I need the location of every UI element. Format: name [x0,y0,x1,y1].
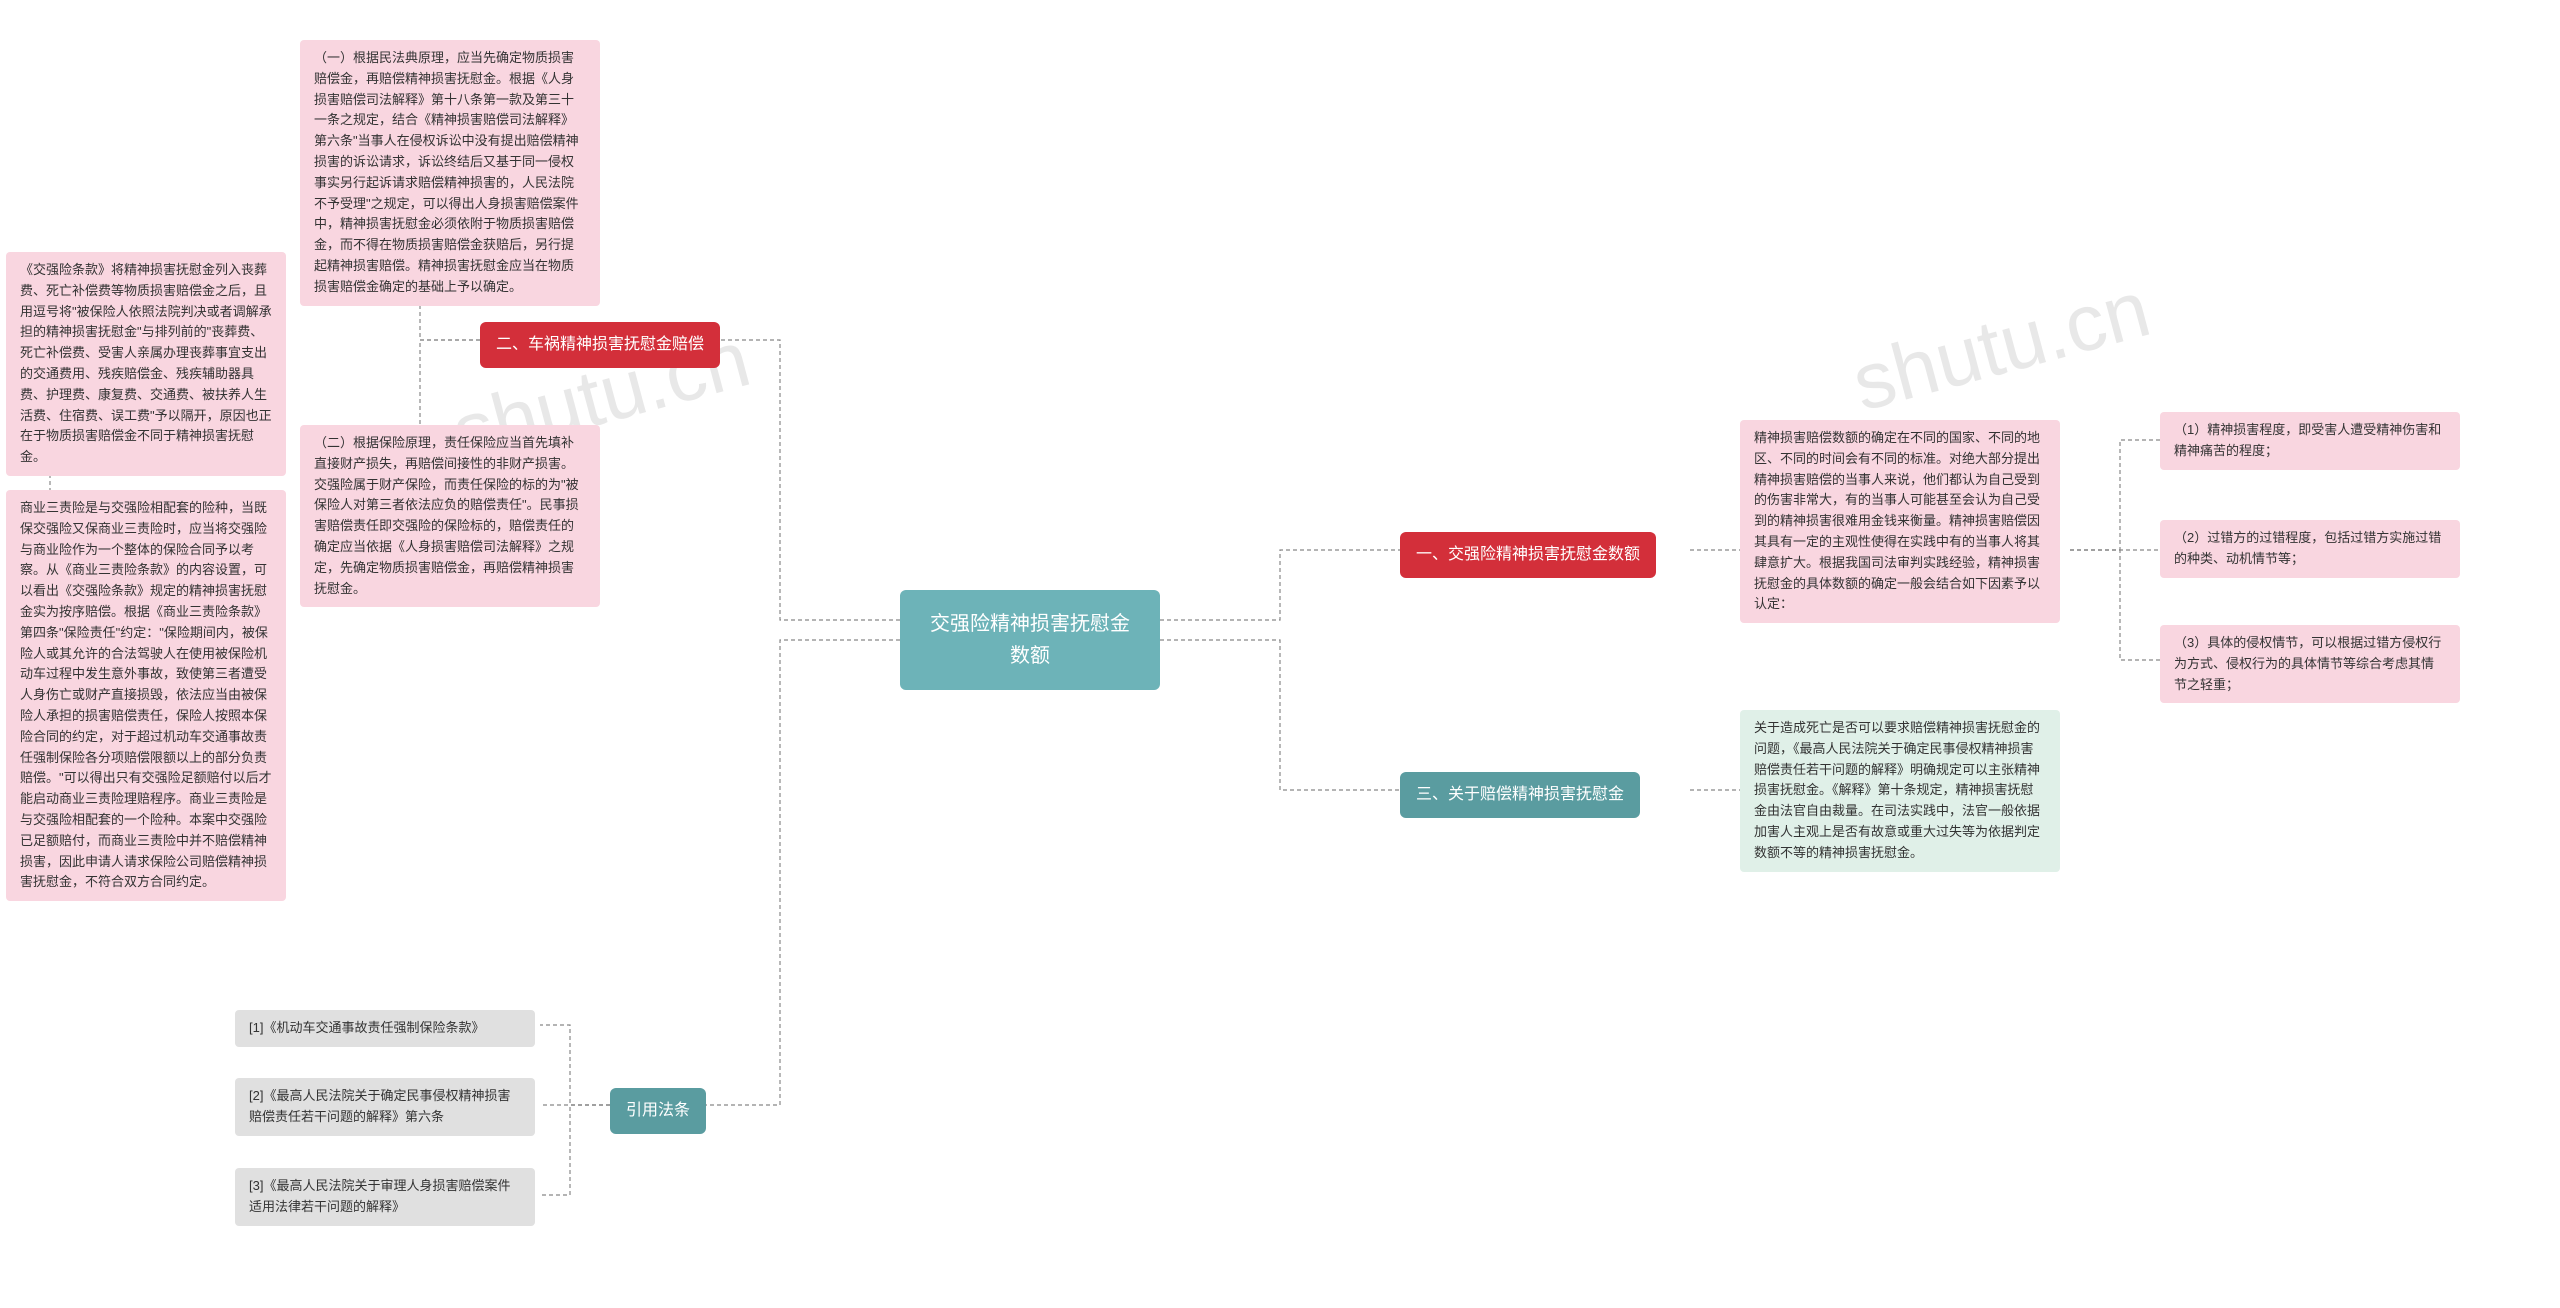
ref-1: [1]《机动车交通事故责任强制保险条款》 [235,1010,535,1047]
branch2-sub2: （二）根据保险原理，责任保险应当首先填补直接财产损失，再赔偿间接性的非财产损害。… [300,425,600,607]
branch2-sub4: 商业三责险是与交强险相配套的险种，当既保交强险又保商业三责险时，应当将交强险与商… [6,490,286,901]
center-topic: 交强险精神损害抚慰金数额 [900,590,1160,690]
branch-1: 一、交强险精神损害抚慰金数额 [1400,532,1656,578]
branch-2: 二、车祸精神损害抚慰金赔偿 [480,322,720,368]
branch1-sub2: （2）过错方的过错程度，包括过错方实施过错的种类、动机情节等； [2160,520,2460,578]
branch1-intro: 精神损害赔偿数额的确定在不同的国家、不同的地区、不同的时间会有不同的标准。对绝大… [1740,420,2060,623]
ref-3: [3]《最高人民法院关于审理人身损害赔偿案件适用法律若干问题的解释》 [235,1168,535,1226]
branch1-sub1: （1）精神损害程度，即受害人遭受精神伤害和精神痛苦的程度； [2160,412,2460,470]
branch2-sub1: （一）根据民法典原理，应当先确定物质损害赔偿金，再赔偿精神损害抚慰金。根据《人身… [300,40,600,306]
watermark: shutu.cn [1843,262,2159,429]
branch-3: 三、关于赔偿精神损害抚慰金 [1400,772,1640,818]
branch1-sub3: （3）具体的侵权情节，可以根据过错方侵权行为方式、侵权行为的具体情节等综合考虑其… [2160,625,2460,703]
branch2-sub3: 《交强险条款》将精神损害抚慰金列入丧葬费、死亡补偿费等物质损害赔偿金之后，且用逗… [6,252,286,476]
ref-2: [2]《最高人民法院关于确定民事侵权精神损害赔偿责任若干问题的解释》第六条 [235,1078,535,1136]
branch3-text: 关于造成死亡是否可以要求赔偿精神损害抚慰金的问题，《最高人民法院关于确定民事侵权… [1740,710,2060,872]
branch-4: 引用法条 [610,1088,706,1134]
